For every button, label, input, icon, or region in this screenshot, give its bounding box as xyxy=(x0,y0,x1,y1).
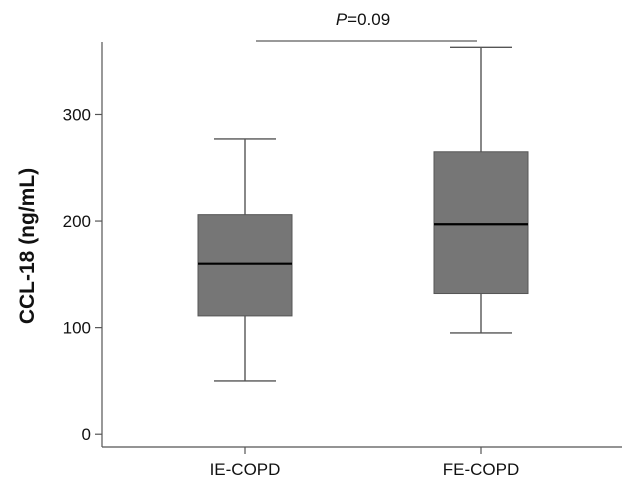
x-category-label: FE-COPD xyxy=(443,460,520,479)
box-fe-copd xyxy=(433,46,529,334)
p-value-label: P=0.09 xyxy=(336,10,390,29)
y-axis-title: CCL-18 (ng/mL) xyxy=(16,168,39,324)
y-tick-label: 100 xyxy=(63,319,91,338)
x-category-label: IE-COPD xyxy=(210,460,281,479)
y-tick-label: 300 xyxy=(63,105,91,124)
p-value: =0.09 xyxy=(347,10,390,29)
y-axis-ticks: 0 100 200 300 xyxy=(63,105,102,444)
significance-annotation: P=0.09 xyxy=(256,10,477,42)
box-series xyxy=(197,46,529,382)
y-tick-label: 0 xyxy=(82,425,91,444)
iqr-box xyxy=(433,151,529,295)
iqr-box xyxy=(197,214,293,317)
p-symbol: P xyxy=(336,10,348,29)
y-tick-label: 200 xyxy=(63,212,91,231)
x-axis-ticks: IE-COPD FE-COPD xyxy=(210,447,520,479)
box-ie-copd xyxy=(197,138,293,382)
